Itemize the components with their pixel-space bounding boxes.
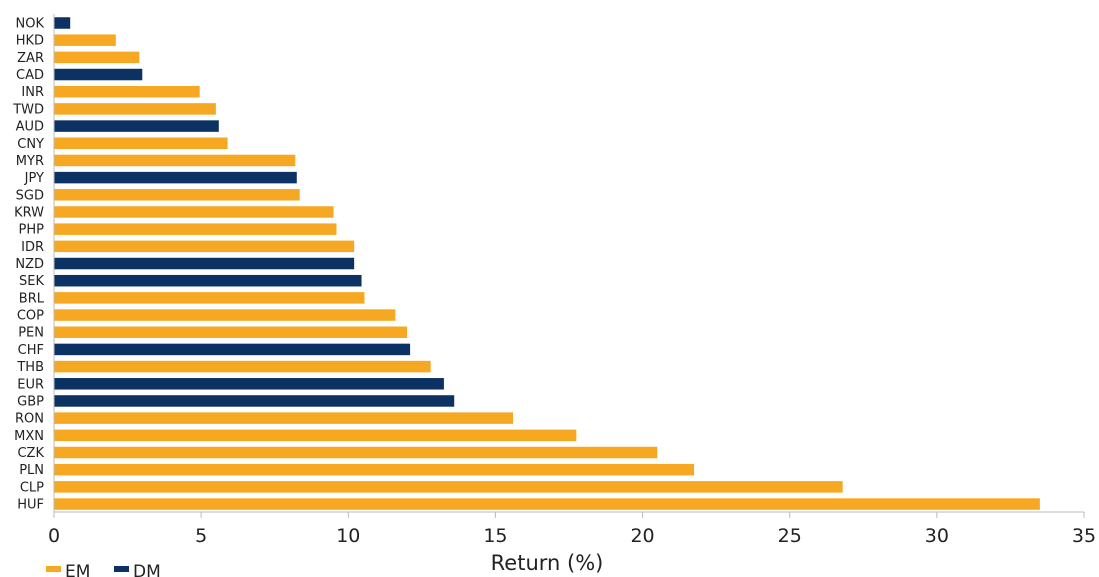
bars-layer <box>54 17 1040 510</box>
x-tick-label-5: 5 <box>195 525 207 547</box>
category-label-pln: PLN <box>19 463 44 478</box>
category-label-cny: CNY <box>17 137 44 152</box>
x-axis-title: Return (%) <box>491 551 604 575</box>
bar-aud <box>54 120 219 132</box>
category-label-huf: HUF <box>17 498 44 513</box>
category-label-php: PHP <box>19 223 45 238</box>
category-label-sek: SEK <box>19 274 44 289</box>
legend: EM DM <box>46 562 161 577</box>
bar-chf <box>54 343 411 356</box>
category-label-nok: NOK <box>16 17 45 32</box>
category-label-eur: EUR <box>17 377 44 392</box>
category-label-brl: BRL <box>19 291 45 306</box>
bar-eur <box>54 378 444 390</box>
bar-gbp <box>54 395 455 407</box>
legend-swatch-dm <box>114 566 129 572</box>
category-label-ron: RON <box>15 412 44 427</box>
x-tick-label-30: 30 <box>925 525 949 547</box>
bar-cop <box>54 309 396 321</box>
x-axis-ticks: 0 5 10 15 20 25 30 35 <box>48 512 1096 547</box>
category-label-aud: AUD <box>16 120 44 135</box>
category-label-gbp: GBP <box>17 394 44 409</box>
x-tick-label-25: 25 <box>778 525 802 547</box>
category-label-pen: PEN <box>18 326 44 341</box>
bar-thb <box>54 360 431 373</box>
bar-mxn <box>54 429 577 442</box>
bar-pen <box>54 326 408 338</box>
legend-label-em: EM <box>65 562 90 577</box>
category-label-sgd: SGD <box>16 188 44 203</box>
category-label-chf: CHF <box>18 343 44 358</box>
bar-myr <box>54 154 296 167</box>
bar-czk <box>54 446 658 459</box>
bar-ron <box>54 412 514 424</box>
x-tick-label-35: 35 <box>1072 525 1096 547</box>
category-label-myr: MYR <box>16 154 44 169</box>
bar-pln <box>54 463 695 476</box>
category-label-twd: TWD <box>12 102 44 117</box>
category-label-nzd: NZD <box>15 257 44 272</box>
category-label-clp: CLP <box>20 480 44 495</box>
bar-cad <box>54 68 143 81</box>
legend-label-dm: DM <box>133 562 161 577</box>
bar-sek <box>54 274 362 287</box>
bar-brl <box>54 292 365 304</box>
category-label-krw: KRW <box>14 205 44 220</box>
bar-nzd <box>54 257 355 270</box>
category-label-jpy: JPY <box>24 171 44 186</box>
category-label-inr: INR <box>21 85 44 100</box>
category-label-hkd: HKD <box>16 34 44 49</box>
category-label-idr: IDR <box>21 240 44 255</box>
category-label-mxn: MXN <box>14 429 44 444</box>
x-tick-label-15: 15 <box>483 525 507 547</box>
category-label-zar: ZAR <box>17 51 44 66</box>
bar-huf <box>54 498 1040 510</box>
category-label-czk: CZK <box>17 446 44 461</box>
bar-twd <box>54 103 216 115</box>
legend-swatch-em <box>46 566 61 572</box>
category-label-thb: THB <box>16 360 44 375</box>
bar-idr <box>54 240 355 253</box>
category-label-cop: COP <box>17 309 44 324</box>
bar-zar <box>54 51 140 64</box>
bar-php <box>54 223 337 235</box>
bar-krw <box>54 206 334 218</box>
x-tick-label-0: 0 <box>48 525 60 547</box>
category-labels: NOK HKD ZAR CAD INR TWD AUD CNY MYR JPY SGD KRW PHP I… <box>12 17 45 513</box>
bar-jpy <box>54 171 297 184</box>
x-tick-label-20: 20 <box>630 525 654 547</box>
x-tick-label-10: 10 <box>336 525 360 547</box>
bar-nok <box>54 17 71 29</box>
bar-inr <box>54 85 200 98</box>
bar-cny <box>54 137 228 150</box>
category-label-cad: CAD <box>16 68 44 83</box>
bar-clp <box>54 481 843 493</box>
bar-sgd <box>54 189 300 201</box>
bar-hkd <box>54 34 116 46</box>
